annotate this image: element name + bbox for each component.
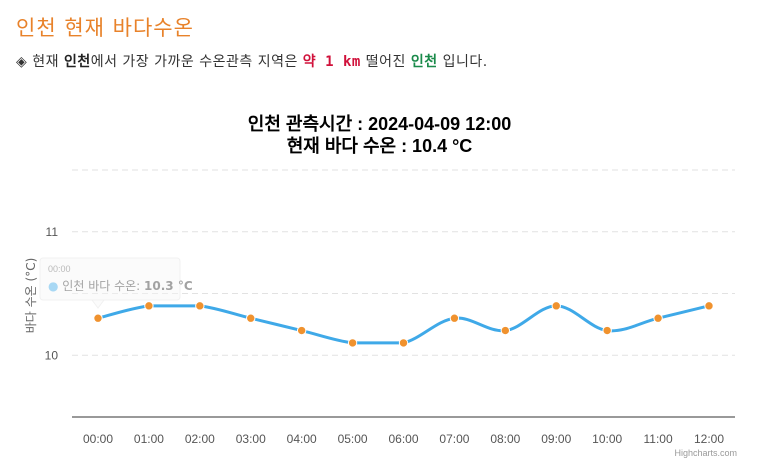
data-tooltip: 00:00 ● 인천 바다 수온: 10.3 °C: [39, 257, 193, 309]
series-line: [96, 304, 711, 345]
x-tick-label: 10:00: [592, 432, 622, 446]
current-location: 인천: [63, 54, 91, 70]
chart-title-observation-time: 인천 관측시간 : 2024-04-09 12:00: [247, 114, 512, 134]
data-point-marker[interactable]: [602, 325, 612, 336]
info-text-away: 떨어진: [365, 54, 406, 70]
tooltip-value: 10.3 °C: [144, 279, 193, 293]
tooltip-series-dot: ●: [48, 279, 62, 293]
x-tick-label: 12:00: [694, 432, 724, 446]
y-axis-title: 바다 수온 (°C): [24, 258, 38, 334]
x-tick-label: 07:00: [439, 432, 469, 446]
x-tick-label: 11:00: [644, 432, 673, 446]
info-text-end: 입니다.: [442, 54, 488, 70]
diamond-bullet-icon: ◈: [16, 54, 28, 70]
tooltip-header: 00:00: [48, 264, 71, 274]
info-text-current: 현재: [32, 54, 59, 70]
page-title: 인천 현재 바다수온: [16, 16, 194, 40]
x-tick-label: 09:00: [541, 432, 571, 446]
x-tick-label: 02:00: [185, 432, 215, 446]
data-point-marker[interactable]: [93, 313, 103, 323]
data-point-marker[interactable]: [500, 325, 511, 336]
chart-credits[interactable]: Highcharts.com: [674, 448, 737, 458]
info-text-nearest: 에서 가장 가까운 수온관측 지역은: [90, 54, 298, 70]
data-point-marker[interactable]: [296, 325, 307, 336]
x-tick-label: 03:00: [236, 432, 266, 446]
x-tick-label: 01:00: [134, 432, 164, 446]
data-point-marker[interactable]: [704, 301, 714, 311]
data-point-marker[interactable]: [653, 313, 663, 323]
data-point-marker[interactable]: [347, 338, 358, 348]
x-tick-label: 04:00: [287, 432, 317, 446]
data-point-marker[interactable]: [449, 313, 460, 323]
tooltip-series-name: 인천 바다 수온:: [62, 278, 144, 293]
data-point-marker[interactable]: [195, 301, 205, 311]
x-tick-label: 05:00: [338, 432, 368, 446]
distance-value: 약 1 km: [302, 54, 361, 70]
data-point-marker[interactable]: [246, 313, 256, 323]
tooltip-row: ● 인천 바다 수온: 10.3 °C: [48, 278, 193, 293]
nearest-station-info: ◈ 현재 인천에서 가장 가까운 수온관측 지역은 약 1 km 떨어진 인천 …: [16, 51, 488, 71]
tooltip-box: [39, 257, 181, 301]
x-tick-label: 08:00: [490, 432, 520, 446]
data-point-marker[interactable]: [144, 301, 154, 311]
station-name: 인천: [410, 54, 438, 70]
chart-title-current-temp: 현재 바다 수온 : 10.4 °C: [286, 136, 473, 156]
x-tick-label: 06:00: [388, 432, 418, 446]
x-tick-label: 00:00: [83, 432, 113, 446]
tooltip-pointer: [91, 299, 105, 309]
y-tick-label: 11: [46, 225, 59, 239]
data-point-marker[interactable]: [551, 301, 561, 311]
y-tick-label: 10: [45, 348, 59, 362]
data-point-marker[interactable]: [398, 338, 409, 348]
